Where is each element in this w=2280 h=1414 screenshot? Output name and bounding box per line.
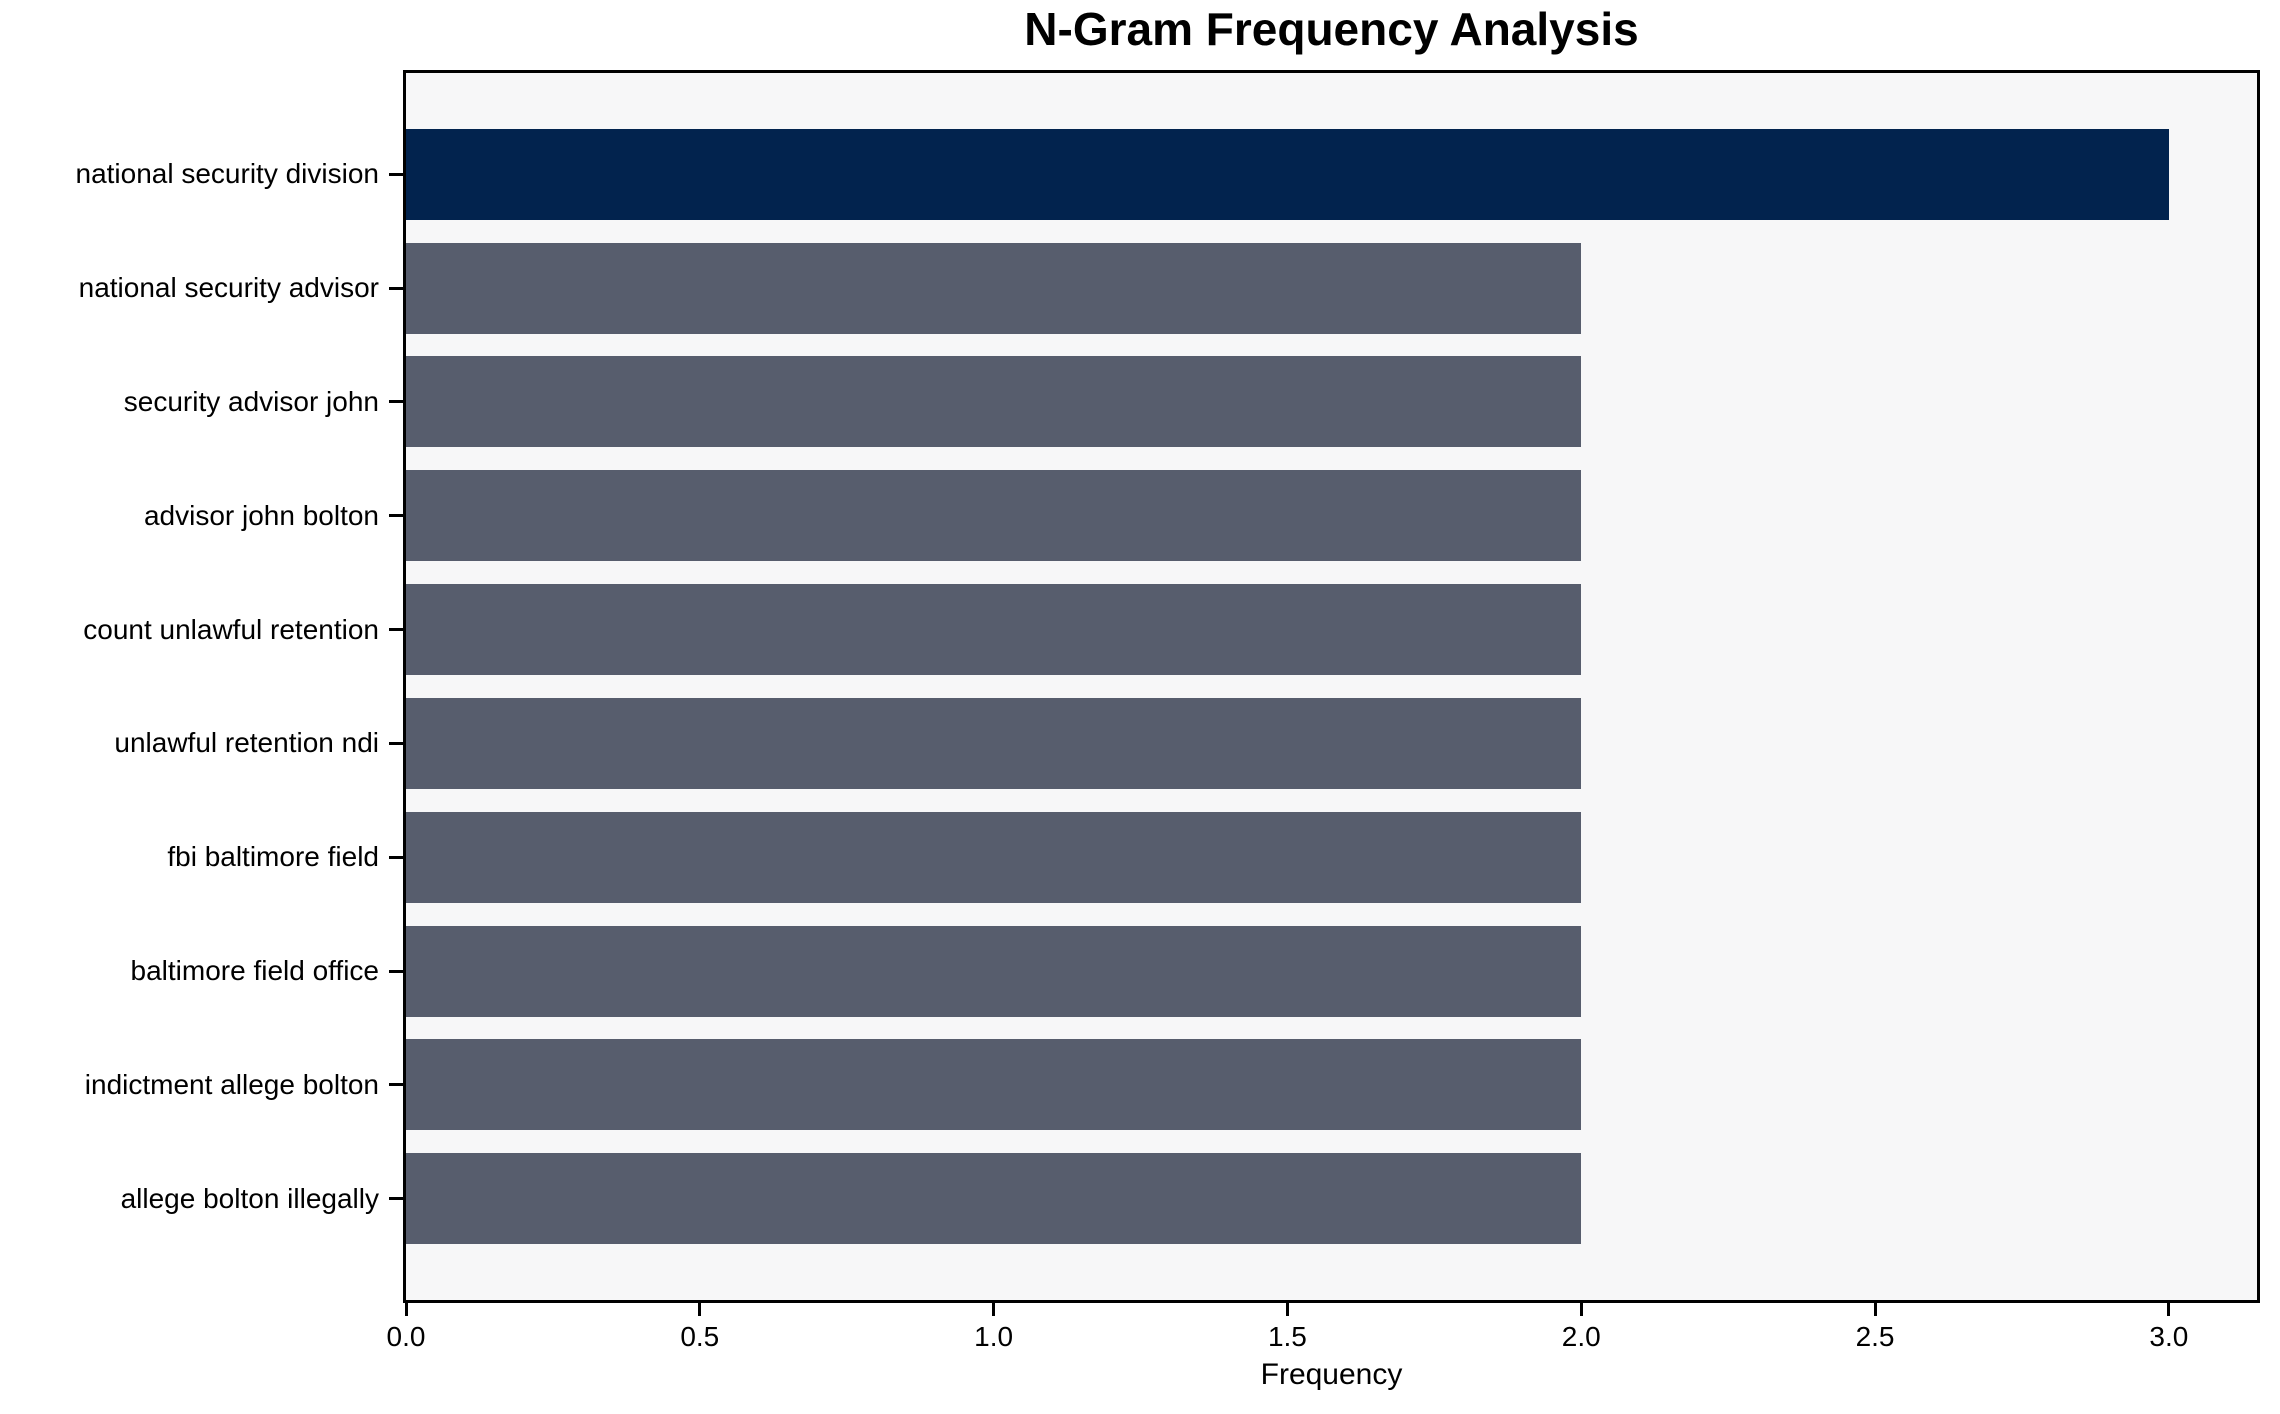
- x-tick-mark: [992, 1303, 996, 1316]
- bar: [406, 1039, 1582, 1131]
- bar: [406, 356, 1582, 448]
- x-tick-mark: [1579, 1303, 1583, 1316]
- bar: [406, 811, 1582, 903]
- x-tick-label: 1.0: [974, 1321, 1014, 1352]
- y-tick-label: unlawful retention ndi: [114, 727, 379, 759]
- bar: [406, 1153, 1582, 1245]
- y-tick-mark: [389, 286, 403, 290]
- y-tick-mark: [389, 1197, 403, 1201]
- x-tick-mark: [1285, 1303, 1289, 1316]
- bar: [406, 242, 1582, 334]
- y-tick-label: count unlawful retention: [83, 613, 379, 645]
- y-tick-label: security advisor john: [123, 385, 379, 417]
- y-tick-mark: [389, 628, 403, 632]
- x-tick-mark: [698, 1303, 702, 1316]
- bar: [406, 470, 1582, 562]
- y-tick-label: indictment allege bolton: [84, 1068, 379, 1100]
- y-tick-mark: [389, 855, 403, 859]
- bar: [406, 128, 2169, 220]
- y-tick-mark: [389, 400, 403, 404]
- y-tick-mark: [389, 969, 403, 973]
- y-tick-mark: [389, 1083, 403, 1087]
- y-tick-label: national security advisor: [78, 272, 379, 304]
- y-tick-label: national security division: [75, 158, 380, 190]
- x-tick-label: 0.5: [680, 1321, 720, 1352]
- y-tick-label: advisor john bolton: [143, 499, 379, 531]
- chart-title: N-Gram Frequency Analysis: [1024, 3, 1639, 55]
- x-tick-label: 2.0: [1561, 1321, 1601, 1352]
- bar: [406, 697, 1582, 789]
- y-tick-mark: [389, 741, 403, 745]
- x-tick-label: 3.0: [2149, 1321, 2189, 1352]
- plot-area: [403, 70, 2260, 1303]
- x-tick-mark: [2167, 1303, 2171, 1316]
- x-tick-mark: [1873, 1303, 1877, 1316]
- y-tick-label: allege bolton illegally: [120, 1182, 379, 1214]
- bar: [406, 925, 1582, 1017]
- y-tick-label: fbi baltimore field: [167, 841, 379, 873]
- y-tick-label: baltimore field office: [130, 955, 380, 987]
- x-tick-mark: [404, 1303, 408, 1316]
- x-tick-label: 1.5: [1267, 1321, 1307, 1352]
- y-tick-mark: [389, 172, 403, 176]
- x-tick-label: 0.0: [386, 1321, 426, 1352]
- bar: [406, 584, 1582, 676]
- x-tick-label: 2.5: [1855, 1321, 1895, 1352]
- x-axis-title: Frequency: [1260, 1358, 1403, 1391]
- y-tick-mark: [389, 514, 403, 518]
